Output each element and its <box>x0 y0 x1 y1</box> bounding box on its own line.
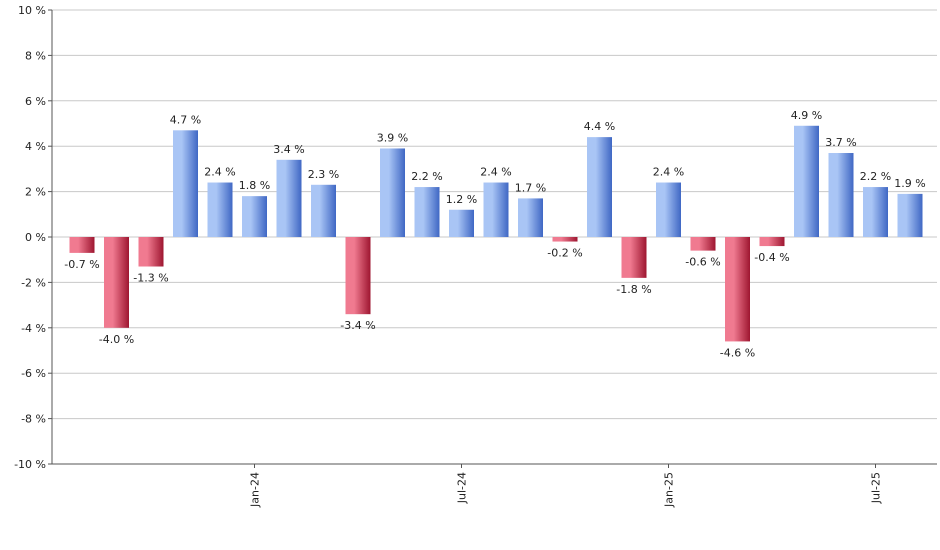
bar <box>759 237 785 247</box>
data-label: 1.7 % <box>515 181 546 194</box>
y-tick-label: -8 % <box>21 413 46 426</box>
y-tick-label: 10 % <box>18 4 46 17</box>
data-label: 2.4 % <box>204 166 235 179</box>
data-label: 4.9 % <box>791 109 822 122</box>
bars <box>69 125 923 342</box>
data-label: 4.4 % <box>584 120 615 133</box>
bar <box>690 237 716 251</box>
y-tick-label: -2 % <box>21 276 46 289</box>
bar <box>552 237 578 242</box>
y-tick-label: -10 % <box>14 458 46 471</box>
data-label: -4.6 % <box>720 346 755 359</box>
x-tick-labels: Jan-24 Jul-24 Jan-25 Jul-25 <box>249 464 883 508</box>
data-label: 3.7 % <box>825 136 856 149</box>
data-label: 1.9 % <box>894 177 925 190</box>
data-label: 2.3 % <box>308 168 339 181</box>
y-tick-label: 6 % <box>25 95 46 108</box>
bar <box>104 237 129 328</box>
data-label: 3.9 % <box>377 131 408 144</box>
bar <box>69 237 95 253</box>
bar <box>483 182 509 237</box>
bar <box>311 184 336 237</box>
bar <box>828 153 854 237</box>
data-label: -0.2 % <box>547 247 582 260</box>
bar <box>276 159 302 237</box>
bar <box>621 237 647 278</box>
bar <box>414 187 440 237</box>
y-tick-label: 2 % <box>25 186 46 199</box>
bar <box>587 137 612 237</box>
x-tick-label: Jul-24 <box>456 472 469 504</box>
data-label: -0.4 % <box>754 251 789 264</box>
y-tick-label: -6 % <box>21 367 46 380</box>
bar <box>242 196 267 237</box>
bar <box>656 182 681 237</box>
bar <box>207 182 233 237</box>
x-tick-label: Jan-25 <box>663 472 676 508</box>
bar <box>345 237 371 315</box>
bar <box>725 237 750 342</box>
y-tick-labels: 10 % 8 % 6 % 4 % 2 % 0 % -2 % -4 % -6 % -8 % -10 % <box>14 4 46 471</box>
data-label: 2.4 % <box>653 166 684 179</box>
data-label: 2.2 % <box>411 170 442 183</box>
y-tick-label: -4 % <box>21 322 46 335</box>
data-label: -1.3 % <box>133 272 168 285</box>
bar <box>518 198 543 237</box>
y-tick-label: 0 % <box>25 231 46 244</box>
axes <box>51 10 937 465</box>
bar <box>794 125 819 237</box>
data-label: 1.2 % <box>446 193 477 206</box>
y-tick-label: 4 % <box>25 140 46 153</box>
data-label: 2.4 % <box>480 166 511 179</box>
data-label: -1.8 % <box>616 283 651 296</box>
data-labels: -0.7 % -4.0 % -1.3 % 4.7 % 2.4 % 1.8 % 3.4 % 2.… <box>64 109 925 360</box>
bar <box>380 148 405 237</box>
bar <box>173 130 198 237</box>
bar <box>449 209 474 237</box>
data-label: 1.8 % <box>239 179 270 192</box>
data-label: 2.2 % <box>860 170 891 183</box>
bar <box>138 237 164 267</box>
y-tick-label: 8 % <box>25 49 46 62</box>
data-label: -4.0 % <box>99 333 134 346</box>
data-label: 3.4 % <box>273 143 304 156</box>
data-label: -3.4 % <box>340 319 375 332</box>
bar <box>863 187 888 237</box>
data-label: 4.7 % <box>170 113 201 126</box>
data-label: -0.7 % <box>64 258 99 271</box>
x-tick-label: Jan-24 <box>249 472 262 508</box>
x-tick-label: Jul-25 <box>870 472 883 504</box>
bar <box>897 193 923 237</box>
data-label: -0.6 % <box>685 256 720 269</box>
